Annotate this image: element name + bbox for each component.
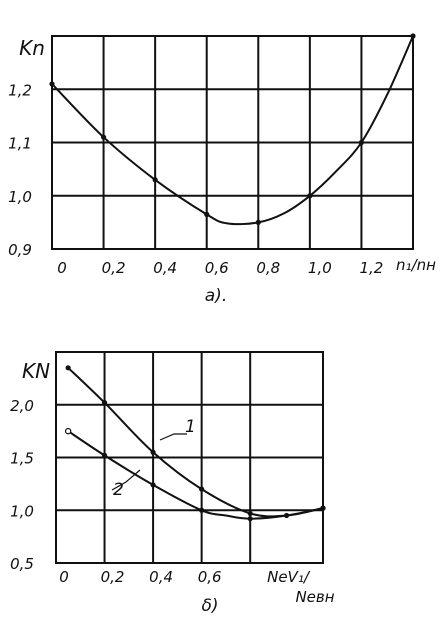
chart-b: 0 0,2 0,4 0,6 0,5 1,0 1,5 2,0 KN NeV₁/Neвн δ) 1 2 (10, 351, 335, 616)
data-point (199, 486, 205, 492)
y-tick-label: 0,9 (8, 241, 32, 259)
series-line-2 (67, 430, 324, 520)
data-point (64, 427, 72, 435)
x-tick-label: 0,6 (205, 259, 229, 277)
data-point (283, 512, 290, 519)
y-tick-label: 1,5 (10, 450, 34, 468)
x-tick-label: 0,6 (198, 568, 222, 586)
chart-a: 0 0,2 0,4 0,6 0,8 1,0 1,2 0,9 1,0 1,1 1,2 Kn n₁/nн a)… (8, 33, 436, 306)
series-line (51, 35, 414, 226)
x-tick-label: 0,2 (101, 568, 125, 586)
series-2-leader (111, 469, 141, 491)
data-point (152, 177, 158, 183)
x-axis-title-numerator: NeV₁/ (267, 568, 311, 586)
y-tick-label: 2,0 (10, 397, 34, 415)
x-tick-label: 0,2 (102, 259, 126, 277)
x-tick-label: 0 (59, 568, 69, 586)
chart-caption: a). (205, 286, 227, 306)
data-point (49, 81, 55, 87)
data-point (247, 516, 253, 522)
data-point (101, 452, 108, 458)
y-tick-label: 1,2 (8, 81, 32, 99)
data-point (150, 482, 156, 488)
data-point (255, 219, 261, 225)
data-point (101, 400, 108, 406)
data-point (65, 365, 71, 371)
x-axis-title-denominator: Neвн (295, 588, 334, 606)
y-tick-label: 1,0 (10, 502, 34, 520)
data-point (410, 33, 416, 39)
x-tick-label: 1,0 (308, 259, 332, 277)
series-1-leader (159, 433, 187, 441)
data-point (320, 505, 326, 511)
y-axis-title: KN (22, 359, 50, 383)
y-tick-label: 1,0 (8, 188, 32, 206)
y-tick-label: 0,5 (10, 555, 34, 573)
chart-caption: δ) (201, 596, 218, 616)
x-axis-title: n₁/nн (396, 256, 436, 274)
data-point (150, 449, 156, 455)
series-label-2: 2 (113, 480, 124, 500)
y-axis-title: Kn (19, 36, 45, 60)
data-point (307, 193, 313, 199)
data-point (100, 134, 107, 140)
x-tick-label: 0 (57, 259, 67, 277)
series-label-1: 1 (185, 417, 196, 437)
x-tick-label: 0,4 (153, 259, 177, 277)
y-tick-label: 1,1 (8, 135, 32, 153)
x-tick-label: 1,2 (359, 259, 383, 277)
x-tick-label: 0,4 (149, 568, 173, 586)
data-point (358, 139, 365, 146)
x-tick-label: 0,8 (256, 259, 280, 277)
series-line-1 (67, 367, 324, 518)
data-point (199, 507, 205, 513)
data-point (247, 510, 253, 517)
data-point (204, 211, 210, 217)
